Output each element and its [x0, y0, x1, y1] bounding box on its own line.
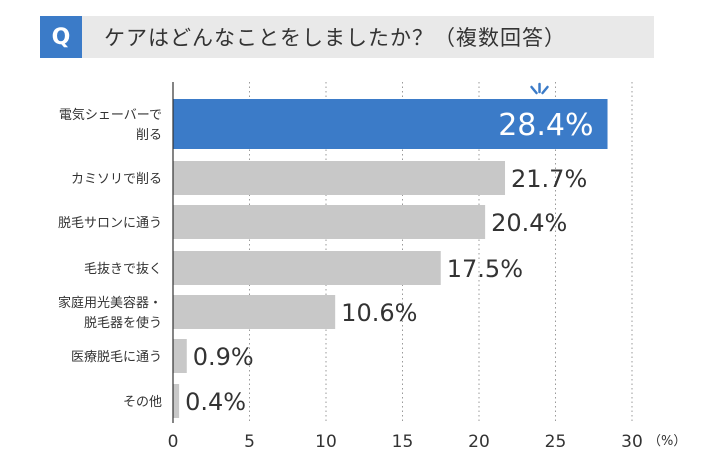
x-tick-label-20: 20 — [468, 432, 490, 452]
bar-0 — [173, 99, 608, 149]
x-tick-label-0: 0 — [168, 432, 179, 452]
value-label-3: 17.5% — [447, 255, 523, 283]
category-label-0-0: 電気シェーバーで — [59, 107, 162, 123]
value-label-5: 0.9% — [193, 343, 254, 371]
question-text: ケアはどんなことをしましたか？（複数回答） — [104, 26, 566, 50]
category-label-5: 医療脱毛に通う — [71, 350, 162, 365]
bar-6 — [173, 384, 180, 418]
x-tick-label-5: 5 — [244, 432, 255, 452]
category-label-4-1: 脱毛器を使う — [84, 315, 162, 331]
question-header: Q ケアはどんなことをしましたか？（複数回答） — [40, 16, 654, 58]
bar-4 — [173, 295, 336, 329]
value-label-4: 10.6% — [341, 299, 417, 327]
bar-1 — [173, 161, 506, 195]
bar-5 — [173, 339, 187, 373]
category-label-1: カミソリで削る — [71, 172, 162, 187]
x-unit-label: （%） — [648, 434, 686, 449]
value-label-0: 28.4% — [498, 108, 593, 143]
q-badge: Q — [40, 16, 82, 58]
category-label-0-1: 削る — [136, 128, 162, 143]
x-tick-label-25: 25 — [545, 432, 567, 452]
emphasis-mark-0 — [530, 85, 538, 95]
value-label-2: 20.4% — [491, 209, 567, 237]
value-label-1: 21.7% — [511, 165, 587, 193]
bar-3 — [173, 251, 441, 285]
value-label-6: 0.4% — [185, 388, 246, 416]
category-label-4-0: 家庭用光美容器・ — [58, 295, 162, 311]
category-label-3: 毛抜きで抜く — [84, 261, 162, 277]
x-tick-label-15: 15 — [392, 432, 414, 452]
category-label-2: 脱毛サロンに通う — [58, 216, 162, 231]
x-tick-label-30: 30 — [621, 432, 643, 452]
x-tick-label-10: 10 — [315, 432, 337, 452]
bar-2 — [173, 205, 486, 239]
category-label-6: その他 — [123, 395, 162, 410]
emphasis-mark-2 — [541, 85, 549, 95]
